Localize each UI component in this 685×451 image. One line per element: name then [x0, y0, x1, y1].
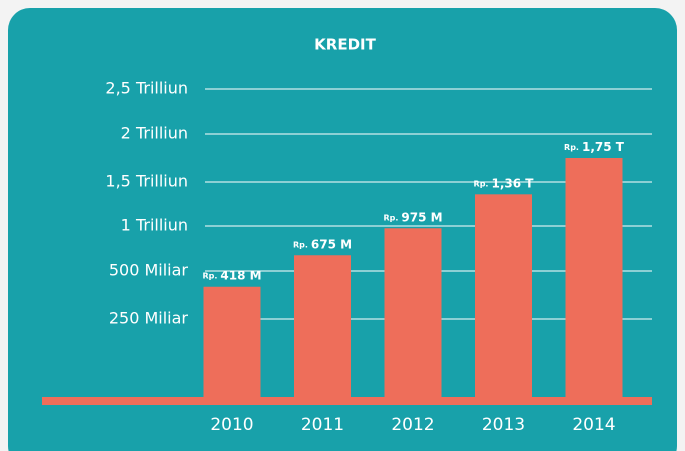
value-label: Rp. 675 M: [293, 237, 352, 251]
bar: [565, 158, 623, 400]
value-label: Rp. 1,75 T: [564, 140, 625, 154]
value-label: Rp. 1,36 T: [474, 176, 535, 190]
value-label: Rp. 975 M: [383, 210, 442, 224]
value-text: 675 M: [311, 237, 352, 251]
value-prefix: Rp.: [383, 213, 398, 222]
x-tick-label: 2011: [301, 415, 344, 435]
bar: [475, 194, 532, 400]
value-prefix: Rp.: [293, 240, 308, 249]
value-text: 975 M: [401, 210, 442, 224]
value-label: Rp. 418 M: [202, 268, 261, 282]
value-prefix: Rp.: [202, 271, 217, 280]
y-tick-label: 250 Miliar: [109, 309, 189, 328]
x-tick-label: 2013: [482, 415, 525, 435]
value-text: 418 M: [220, 268, 261, 282]
chart-title: KREDIT: [314, 36, 376, 54]
y-tick-label: 2,5 Trilliun: [105, 79, 188, 98]
bar: [203, 286, 261, 400]
bar: [384, 228, 442, 400]
bar: [294, 255, 351, 400]
baseline: [42, 397, 652, 405]
value-prefix: Rp.: [564, 143, 579, 152]
value-prefix: Rp.: [474, 179, 489, 188]
y-tick-label: 1 Trilliun: [121, 216, 188, 235]
y-tick-label: 500 Miliar: [109, 261, 189, 280]
y-tick-label: 1,5 Trilliun: [105, 172, 188, 191]
x-tick-label: 2014: [572, 415, 615, 435]
x-tick-label: 2012: [391, 415, 434, 435]
value-text: 1,36 T: [491, 176, 534, 190]
value-text: 1,75 T: [582, 140, 625, 154]
x-tick-label: 2010: [210, 415, 253, 435]
y-tick-label: 2 Trilliun: [121, 124, 188, 143]
